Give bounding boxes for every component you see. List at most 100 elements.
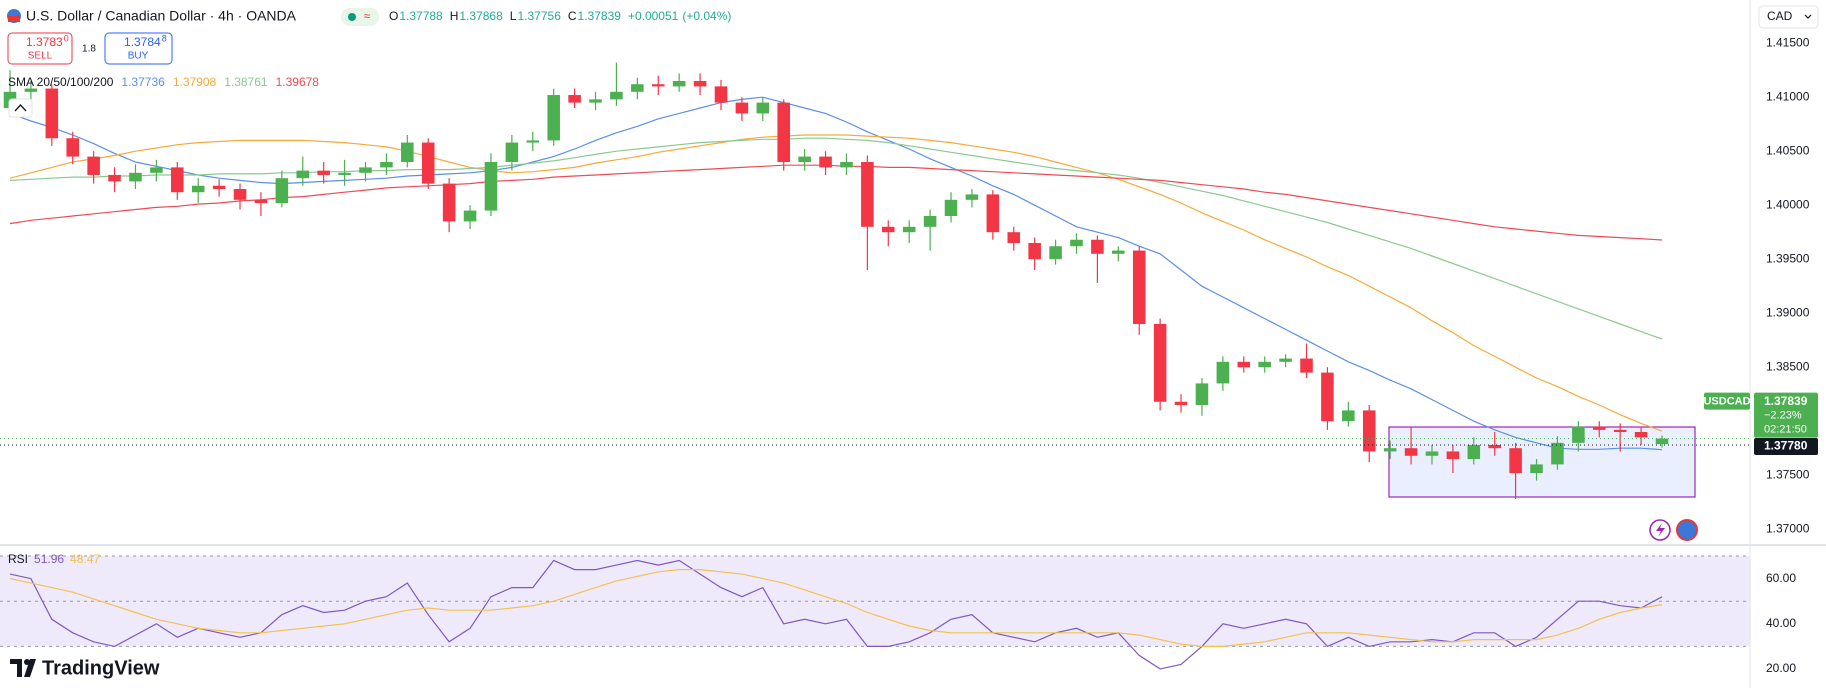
flag-icon [8, 16, 20, 22]
candle-body [1613, 429, 1627, 432]
price-tag-countdown: 02:21:50 [1764, 423, 1807, 435]
symbol-tag-label: USDCAD [1703, 395, 1750, 407]
candle-body [212, 185, 226, 189]
candle-body [589, 99, 602, 103]
candle-body [1174, 401, 1188, 405]
sma-legend-value: 1.39678 [276, 75, 320, 89]
y-tick-label: 1.40000 [1766, 197, 1810, 211]
candle-body [735, 102, 749, 114]
candle-body [1655, 438, 1669, 445]
candle-body [129, 172, 142, 182]
status-pill [341, 8, 379, 26]
candle-body [902, 226, 916, 233]
y-tick-label: 1.39500 [1766, 251, 1810, 265]
y-tick-label: 1.41500 [1766, 35, 1810, 49]
candle-body [1028, 243, 1041, 260]
sma-legend-value: 1.37736 [121, 75, 165, 89]
y-tick-label: 60.00 [1766, 571, 1796, 585]
candle-body [1132, 250, 1146, 324]
ohlc-label: O [389, 9, 398, 23]
collapse-button[interactable] [8, 98, 33, 118]
sell-price[interactable]: 1.3783 [26, 35, 63, 49]
price-tag-value: 1.37839 [1764, 394, 1808, 408]
range-rectangle [1388, 426, 1696, 498]
candle-body [191, 185, 205, 193]
status-dot [348, 13, 356, 21]
currency[interactable]: CAD [1767, 9, 1793, 23]
candle-body [45, 88, 59, 139]
candle-body [631, 84, 644, 92]
candle-body [1404, 448, 1418, 456]
symbol-tag [1704, 392, 1750, 410]
candle-body [1195, 383, 1209, 405]
collapse-icon[interactable] [14, 104, 27, 112]
candle-body [1279, 358, 1292, 362]
candle-body [777, 102, 790, 162]
y-tick-label: 40.00 [1766, 616, 1796, 630]
ohlc-value: 1.37756 [517, 9, 561, 23]
price-tag-change: −2.23% [1764, 409, 1802, 421]
candle-body [1634, 432, 1648, 438]
buy-button[interactable] [104, 32, 173, 65]
spread: 1.8 [82, 44, 96, 55]
buy-price[interactable]: 1.3784 [124, 35, 161, 49]
chart-title: U.S. Dollar / Canadian Dollar · 4h · OAN… [26, 8, 297, 24]
candle-body [1383, 448, 1397, 452]
sma-legend: SMA 20/50/100/200 1.37736 1.37908 1.38761 1.… [8, 75, 319, 89]
change-percent: (+0.04%) [682, 9, 731, 23]
candle-body [442, 183, 456, 222]
buy-pip[interactable]: 8 [162, 33, 167, 43]
status-icon: ≈ [364, 9, 371, 23]
rsi-pane [0, 555, 1750, 647]
dropdown-chevron[interactable] [1804, 14, 1812, 19]
candle-body [254, 199, 268, 204]
candle-body [861, 162, 874, 227]
region-icon[interactable] [1676, 519, 1698, 541]
ohlc-value: 1.37788 [399, 9, 443, 23]
candle-body [1446, 451, 1460, 459]
candle-body [380, 162, 393, 168]
candle-body [1216, 361, 1230, 384]
sma-legend-label: SMA 20/50/100/200 [8, 75, 114, 89]
candle-body [359, 167, 372, 173]
buy-label[interactable]: BUY [128, 51, 149, 62]
candle-body [547, 95, 560, 141]
ohlc-value: 1.37868 [459, 9, 503, 23]
candle-body [421, 142, 435, 184]
candle-body [610, 91, 623, 100]
candle-body [87, 156, 100, 175]
candle-body [338, 172, 351, 175]
candle-body [1592, 426, 1606, 430]
candle-body [1049, 246, 1062, 260]
candle-body [1112, 250, 1125, 254]
candle-body [693, 81, 707, 87]
sma-legend-value: 1.38761 [224, 75, 268, 89]
currency-dropdown[interactable] [1758, 5, 1819, 29]
candle-body [840, 162, 853, 168]
candle-body [819, 156, 832, 168]
candle-body [568, 95, 581, 103]
sma-legend-value: 1.37908 [173, 75, 217, 89]
y-tick-label: 1.39000 [1766, 305, 1810, 319]
y-tick-label: 1.41000 [1766, 89, 1810, 103]
candle-body [150, 167, 163, 173]
candle-body [1467, 444, 1481, 459]
candle-body [1321, 372, 1334, 422]
ohlc-value: 1.37839 [578, 9, 622, 23]
candle-body [1342, 410, 1355, 422]
candle-body [923, 216, 937, 227]
candle-body [24, 88, 38, 92]
sell-pip[interactable]: 0 [64, 33, 69, 43]
price-tag [1754, 392, 1818, 438]
sell-button[interactable] [7, 32, 73, 65]
candle-body [526, 140, 540, 143]
candle-body [1007, 232, 1021, 243]
alert-icon[interactable] [1656, 523, 1665, 537]
candle-body [1070, 239, 1083, 247]
ohlc-label: C [568, 9, 577, 23]
sell-label[interactable]: SELL [28, 51, 53, 62]
candle-body [1509, 448, 1522, 474]
rsi-legend-value: 51.96 [34, 552, 64, 566]
candle-body [986, 194, 1000, 233]
